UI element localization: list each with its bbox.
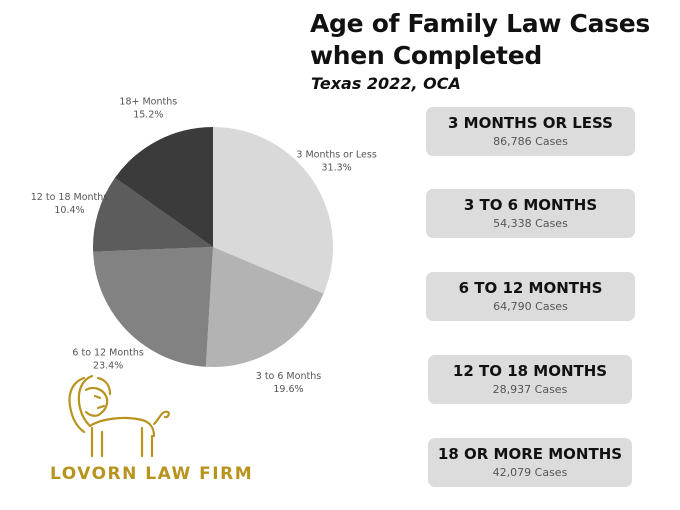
pie-label-category: 3 Months or Less <box>296 150 376 161</box>
pie-label-value: 19.6% <box>273 384 303 395</box>
card-title: 3 MONTHS OR LESS <box>448 114 613 132</box>
pie-label-category: 3 to 6 Months <box>256 371 321 382</box>
card-3-months-or-less: 3 MONTHS OR LESS 86,786 Cases <box>426 107 635 156</box>
card-title: 3 TO 6 MONTHS <box>463 196 598 214</box>
page-subtitle: Texas 2022, OCA <box>311 74 461 93</box>
page-title: Age of Family Law Cases when Completed <box>310 9 650 70</box>
card-title: 12 TO 18 MONTHS <box>452 362 608 380</box>
card-value: 54,338 Cases <box>493 217 568 230</box>
lion-icon <box>68 374 170 458</box>
pie-slice-12-to-18-months <box>92 177 213 252</box>
pie-slice-18-plus-months <box>114 127 213 247</box>
pie-slice-3-months-or-less <box>213 127 334 294</box>
card-6-to-12-months: 6 TO 12 MONTHS 64,790 Cases <box>426 272 635 321</box>
card-title: 18 OR MORE MONTHS <box>437 445 623 463</box>
pie-label-value: 31.3% <box>322 163 352 174</box>
pie-chart: 3 Months or Less 31.3% 3 to 6 Months 19.6% 6… <box>31 97 377 395</box>
brand-name: LOVORN LAW FIRM <box>50 464 254 484</box>
pie-label-value: 23.4% <box>93 361 123 372</box>
card-value: 64,790 Cases <box>493 300 568 313</box>
pie-label-category: 18+ Months <box>119 97 177 108</box>
pie-label-category: 6 to 12 Months <box>72 348 144 359</box>
card-title: 6 TO 12 MONTHS <box>458 279 603 297</box>
card-3-to-6-months: 3 TO 6 MONTHS 54,338 Cases <box>426 189 635 238</box>
pie-label-value: 10.4% <box>54 205 84 216</box>
pie-slice-3-to-6-months <box>205 247 324 367</box>
pie-label-category: 12 to 18 Months <box>31 192 109 203</box>
card-value: 42,079 Cases <box>492 466 568 479</box>
card-value: 28,937 Cases <box>492 383 568 396</box>
pie-slice-6-to-12-months <box>93 247 213 367</box>
pie-label-value: 15.2% <box>133 110 163 121</box>
card-12-to-18-months: 12 TO 18 MONTHS 28,937 Cases <box>428 355 632 404</box>
card-value: 86,786 Cases <box>493 135 568 148</box>
card-18-or-more-months: 18 OR MORE MONTHS 42,079 Cases <box>428 438 632 487</box>
